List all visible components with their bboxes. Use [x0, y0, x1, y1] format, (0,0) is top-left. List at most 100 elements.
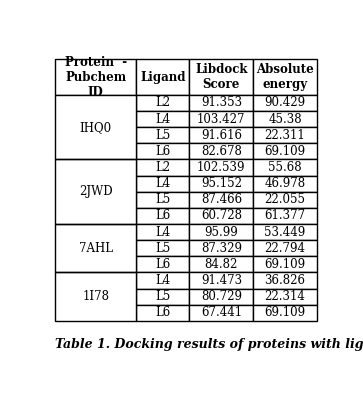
Text: 82.678: 82.678: [201, 145, 242, 158]
Bar: [55, 95, 136, 160]
Bar: [136, 256, 189, 272]
Bar: [189, 160, 253, 176]
Text: 84.82: 84.82: [205, 258, 238, 271]
Text: L5: L5: [155, 242, 170, 255]
Bar: [136, 289, 189, 305]
Text: 61.377: 61.377: [265, 210, 306, 222]
Bar: [189, 111, 253, 127]
Bar: [253, 192, 317, 208]
Bar: [136, 208, 189, 224]
Bar: [136, 176, 189, 192]
Bar: [253, 59, 317, 95]
Text: 69.109: 69.109: [265, 258, 306, 271]
Text: IHQ0: IHQ0: [79, 120, 112, 134]
Bar: [136, 95, 189, 111]
Text: 22.311: 22.311: [265, 129, 305, 142]
Text: 95.152: 95.152: [201, 177, 242, 190]
Text: 102.539: 102.539: [197, 161, 246, 174]
Text: Absolute
energy: Absolute energy: [256, 63, 314, 91]
Bar: [189, 224, 253, 240]
Text: 22.314: 22.314: [265, 290, 305, 303]
Text: L5: L5: [155, 129, 170, 142]
Bar: [253, 95, 317, 111]
Bar: [136, 111, 189, 127]
Bar: [136, 143, 189, 160]
Text: 60.728: 60.728: [201, 210, 242, 222]
Text: 46.978: 46.978: [265, 177, 306, 190]
Bar: [189, 176, 253, 192]
Text: 69.109: 69.109: [265, 145, 306, 158]
Bar: [253, 240, 317, 256]
Bar: [253, 224, 317, 240]
Bar: [55, 95, 136, 160]
Text: L4: L4: [155, 274, 170, 287]
Text: L6: L6: [155, 258, 170, 271]
Bar: [189, 127, 253, 143]
Bar: [189, 59, 253, 95]
Text: Protein  -
Pubchem
ID: Protein - Pubchem ID: [65, 56, 127, 99]
Text: L4: L4: [155, 177, 170, 190]
Bar: [55, 160, 136, 224]
Text: 80.729: 80.729: [201, 290, 242, 303]
Bar: [136, 59, 189, 95]
Text: Ligand: Ligand: [140, 71, 185, 83]
Bar: [136, 127, 189, 143]
Text: 2JWD: 2JWD: [79, 185, 113, 198]
Text: 103.427: 103.427: [197, 112, 246, 126]
Text: L6: L6: [155, 306, 170, 319]
Text: 69.109: 69.109: [265, 306, 306, 319]
Bar: [189, 240, 253, 256]
Text: 91.473: 91.473: [201, 274, 242, 287]
Text: 90.429: 90.429: [265, 96, 306, 110]
Text: L2: L2: [155, 96, 170, 110]
Text: 53.449: 53.449: [264, 226, 306, 239]
Bar: [136, 305, 189, 321]
Bar: [253, 143, 317, 160]
Text: L5: L5: [155, 290, 170, 303]
Bar: [253, 111, 317, 127]
Bar: [55, 272, 136, 321]
Bar: [253, 256, 317, 272]
Bar: [189, 192, 253, 208]
Text: L6: L6: [155, 210, 170, 222]
Bar: [253, 272, 317, 289]
Text: 45.38: 45.38: [268, 112, 302, 126]
Text: 95.99: 95.99: [204, 226, 238, 239]
Text: L4: L4: [155, 226, 170, 239]
Text: 1I78: 1I78: [82, 290, 109, 303]
Text: 22.055: 22.055: [265, 193, 306, 206]
Text: 87.466: 87.466: [201, 193, 242, 206]
Text: L6: L6: [155, 145, 170, 158]
Text: 67.441: 67.441: [201, 306, 242, 319]
Bar: [253, 160, 317, 176]
Text: 91.353: 91.353: [201, 96, 242, 110]
Bar: [136, 192, 189, 208]
Bar: [189, 272, 253, 289]
Bar: [136, 160, 189, 176]
Bar: [136, 272, 189, 289]
Bar: [189, 95, 253, 111]
Bar: [189, 289, 253, 305]
Text: 87.329: 87.329: [201, 242, 242, 255]
Text: Libdock
Score: Libdock Score: [195, 63, 248, 91]
Text: 55.68: 55.68: [268, 161, 302, 174]
Text: L5: L5: [155, 193, 170, 206]
Bar: [55, 272, 136, 321]
Bar: [55, 160, 136, 224]
Text: 7AHL: 7AHL: [79, 242, 113, 255]
Bar: [189, 305, 253, 321]
Text: 91.616: 91.616: [201, 129, 242, 142]
Text: Table 1. Docking results of proteins with ligands: Table 1. Docking results of proteins wit…: [55, 338, 363, 351]
Bar: [55, 59, 136, 95]
Bar: [253, 289, 317, 305]
Bar: [136, 224, 189, 240]
Bar: [253, 305, 317, 321]
Bar: [55, 224, 136, 272]
Text: L4: L4: [155, 112, 170, 126]
Bar: [253, 176, 317, 192]
Bar: [136, 240, 189, 256]
Bar: [55, 224, 136, 272]
Bar: [189, 143, 253, 160]
Text: 36.826: 36.826: [265, 274, 306, 287]
Text: L2: L2: [155, 161, 170, 174]
